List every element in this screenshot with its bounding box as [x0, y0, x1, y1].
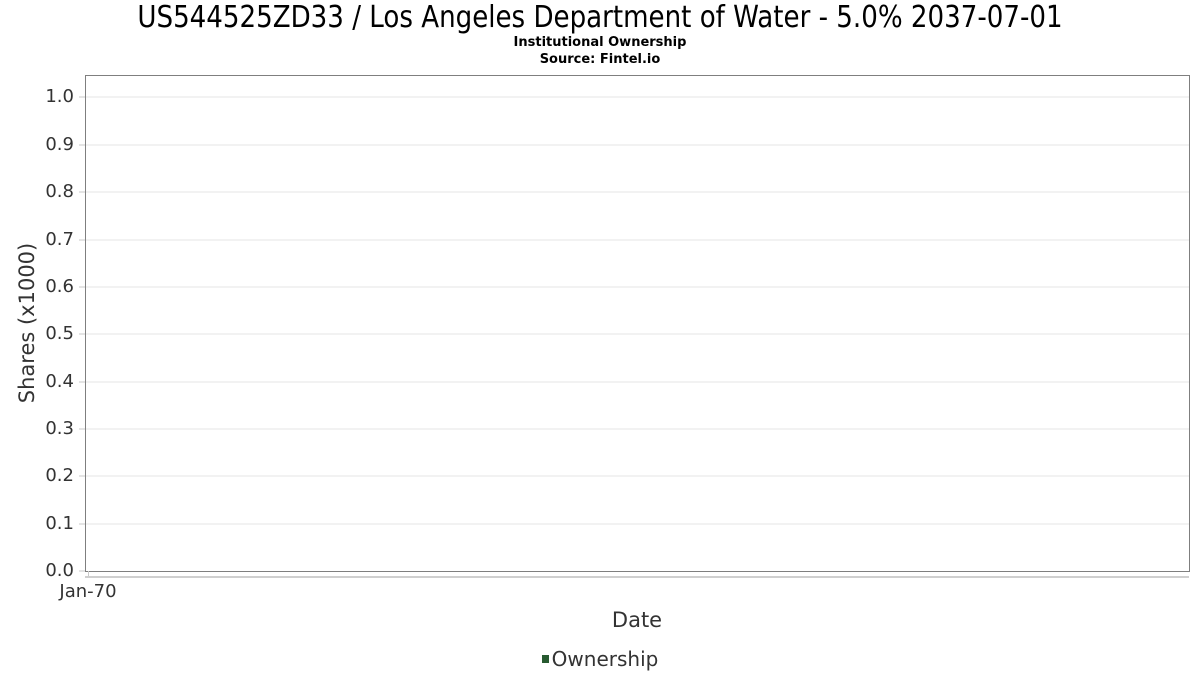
- legend-label-ownership[interactable]: Ownership: [551, 647, 659, 671]
- y-axis-tick-mark: [79, 239, 85, 241]
- y-tick-label: 0.0: [45, 560, 74, 581]
- y-tick-label: 0.7: [45, 228, 74, 250]
- x-axis-tick-mark: [88, 571, 89, 576]
- gridline: [86, 144, 1189, 146]
- gridline: [86, 333, 1189, 335]
- legend: Ownership: [0, 648, 1200, 670]
- x-axis-line: [85, 576, 1189, 578]
- y-tick-label: 0.9: [45, 133, 74, 155]
- y-tick-label: 0.8: [45, 181, 74, 203]
- y-axis-tick-mark: [79, 523, 85, 525]
- y-axis-tick-mark: [79, 333, 85, 335]
- plot-area: [85, 75, 1190, 572]
- chart-subtitle: Institutional Ownership: [513, 35, 687, 50]
- y-axis-tick-mark: [79, 570, 85, 572]
- gridline: [86, 96, 1189, 98]
- y-axis-tick-mark: [79, 428, 85, 430]
- gridline: [86, 428, 1189, 430]
- chart-source-label: Source: Fintel.io: [539, 52, 661, 67]
- y-tick-label: 0.5: [45, 323, 74, 345]
- y-tick-label: 0.3: [45, 417, 74, 439]
- y-axis-tick-mark: [79, 191, 85, 193]
- y-tick-label: 0.1: [45, 512, 74, 534]
- y-tick-label: 0.2: [45, 465, 74, 487]
- y-axis-tick-mark: [79, 286, 85, 288]
- x-tick-label-jan-70: Jan-70: [59, 581, 117, 602]
- gridline: [86, 191, 1189, 193]
- y-axis-tick-mark: [79, 475, 85, 477]
- gridline: [86, 239, 1189, 241]
- x-axis-title: Date: [611, 608, 663, 632]
- y-axis-tick-mark: [79, 381, 85, 383]
- y-axis-tick-mark: [79, 144, 85, 146]
- gridline: [86, 523, 1189, 525]
- gridline-layer: [86, 76, 1189, 571]
- y-tick-label: 0.4: [45, 370, 74, 392]
- y-axis-ticks: 0.0 0.1 0.2 0.3 0.4 0.5 0.6 0.7 0.8 0.9 1.0: [0, 76, 85, 580]
- y-axis-tick-mark: [79, 96, 85, 98]
- gridline: [86, 475, 1189, 477]
- gridline: [86, 286, 1189, 288]
- legend-marker-ownership[interactable]: [541, 655, 549, 663]
- y-tick-label: 1.0: [45, 86, 74, 108]
- y-axis-title: Shares (x1000): [15, 242, 39, 404]
- y-tick-label: 0.6: [45, 275, 74, 297]
- chart-title: US544525ZD33 / Los Angeles Department of…: [137, 0, 1063, 35]
- gridline: [86, 381, 1189, 383]
